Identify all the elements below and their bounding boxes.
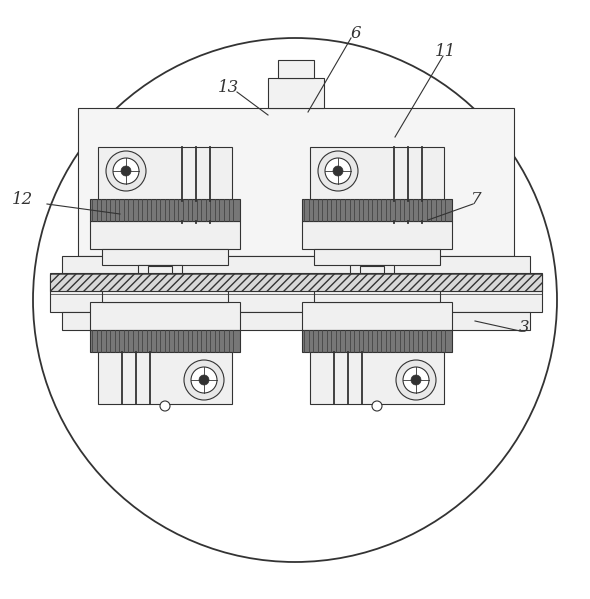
Bar <box>98 352 232 404</box>
Bar <box>138 265 182 277</box>
Circle shape <box>396 360 436 400</box>
Bar <box>90 302 240 330</box>
Bar <box>62 256 530 274</box>
Text: 11: 11 <box>434 44 455 60</box>
Bar <box>350 274 394 286</box>
Bar <box>302 199 452 221</box>
Bar <box>314 249 440 265</box>
Bar <box>302 221 452 249</box>
Bar <box>102 249 228 265</box>
Circle shape <box>403 367 429 393</box>
Text: 12: 12 <box>11 192 32 208</box>
Circle shape <box>325 158 351 184</box>
Bar <box>360 266 384 274</box>
Bar <box>302 302 452 330</box>
Bar <box>310 352 444 404</box>
Text: 6: 6 <box>350 26 361 43</box>
Bar <box>50 274 542 312</box>
Bar <box>278 60 314 78</box>
Text: 13: 13 <box>217 80 238 96</box>
Circle shape <box>333 166 343 176</box>
Bar <box>138 274 182 286</box>
Circle shape <box>184 360 224 400</box>
Bar <box>360 277 384 285</box>
Circle shape <box>106 151 146 191</box>
Bar <box>90 330 240 352</box>
Bar <box>148 266 172 274</box>
Bar <box>78 108 514 256</box>
Circle shape <box>318 151 358 191</box>
Circle shape <box>33 38 557 562</box>
Circle shape <box>411 375 421 385</box>
Bar <box>90 221 240 249</box>
Bar <box>90 199 240 221</box>
Bar <box>350 265 394 277</box>
Bar <box>314 286 440 302</box>
Bar <box>62 312 530 330</box>
Bar <box>98 147 232 199</box>
Circle shape <box>160 401 170 411</box>
Bar <box>310 147 444 199</box>
Text: 3: 3 <box>519 319 529 337</box>
Circle shape <box>121 166 131 176</box>
Bar <box>268 78 324 108</box>
Bar <box>102 286 228 302</box>
Bar <box>302 330 452 352</box>
Bar <box>148 277 172 285</box>
Text: 7: 7 <box>471 192 481 208</box>
Circle shape <box>191 367 217 393</box>
Circle shape <box>372 401 382 411</box>
Circle shape <box>113 158 139 184</box>
Circle shape <box>199 375 209 385</box>
Bar <box>50 273 542 291</box>
